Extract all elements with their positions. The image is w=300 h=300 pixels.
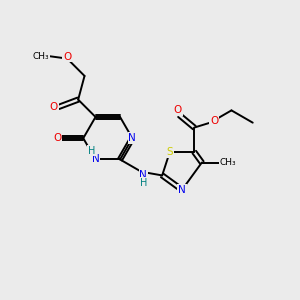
Text: CH₃: CH₃	[33, 52, 49, 61]
Text: H: H	[88, 146, 95, 156]
Text: O: O	[63, 52, 71, 61]
Text: N: N	[128, 133, 136, 143]
Text: O: O	[173, 105, 182, 116]
Text: N: N	[140, 170, 147, 180]
Text: S: S	[167, 147, 173, 157]
Text: N: N	[178, 185, 186, 195]
Text: H: H	[140, 178, 147, 188]
Text: O: O	[210, 116, 218, 126]
Text: CH₃: CH₃	[220, 158, 236, 167]
Text: O: O	[53, 133, 62, 143]
Text: N: N	[92, 154, 99, 164]
Text: O: O	[50, 102, 58, 112]
